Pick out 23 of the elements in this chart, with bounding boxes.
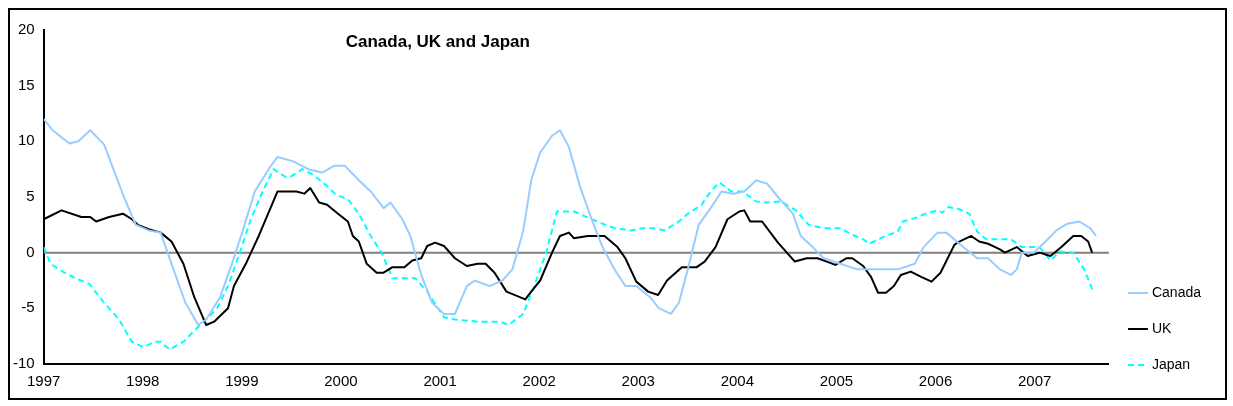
y-tick-label: 10	[17, 131, 35, 149]
x-tick-label: 1999	[225, 372, 259, 390]
legend-label: Japan	[1151, 355, 1191, 372]
x-tick-label: 2005	[819, 372, 854, 390]
x-tick-label: 2003	[621, 372, 655, 390]
legend-label: UK	[1151, 319, 1173, 336]
y-tick-label: -5	[21, 298, 35, 316]
x-tick-label: 1998	[126, 372, 160, 390]
y-tick-label: 0	[26, 242, 35, 260]
y-tick-label: -10	[12, 354, 35, 372]
x-tick-label: 2006	[918, 372, 953, 390]
x-tick-label: 2004	[720, 372, 755, 390]
x-tick-label: 2000	[324, 372, 358, 390]
legend-label: Canada	[1151, 283, 1202, 300]
chart-title: Canada, UK and Japan	[345, 32, 530, 52]
y-tick-label: 20	[17, 20, 35, 38]
line-series	[43, 168, 1095, 351]
y-tick-label: 5	[26, 187, 35, 205]
x-tick-label: 2007	[1017, 372, 1052, 390]
x-tick-label: 1997	[26, 372, 61, 390]
x-tick-label: 2001	[423, 372, 457, 390]
x-tick-label: 2002	[522, 372, 556, 390]
y-tick-label: 15	[17, 75, 35, 93]
